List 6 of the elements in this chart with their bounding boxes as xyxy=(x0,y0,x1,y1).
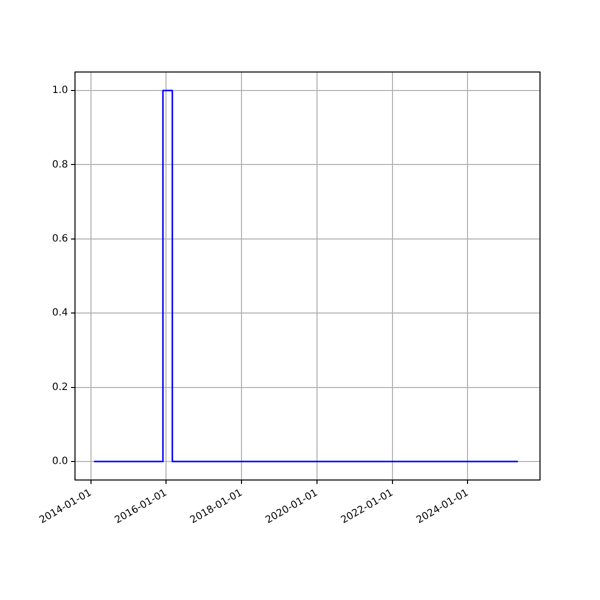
y-tick-label: 0.2 xyxy=(52,382,68,393)
y-tick-label: 0.8 xyxy=(52,159,68,170)
y-tick-label: 0.0 xyxy=(52,456,68,468)
y-tick-label: 1.0 xyxy=(52,85,68,96)
y-tick-label: 0.4 xyxy=(52,308,68,319)
y-tick-label: 0.6 xyxy=(52,234,68,245)
